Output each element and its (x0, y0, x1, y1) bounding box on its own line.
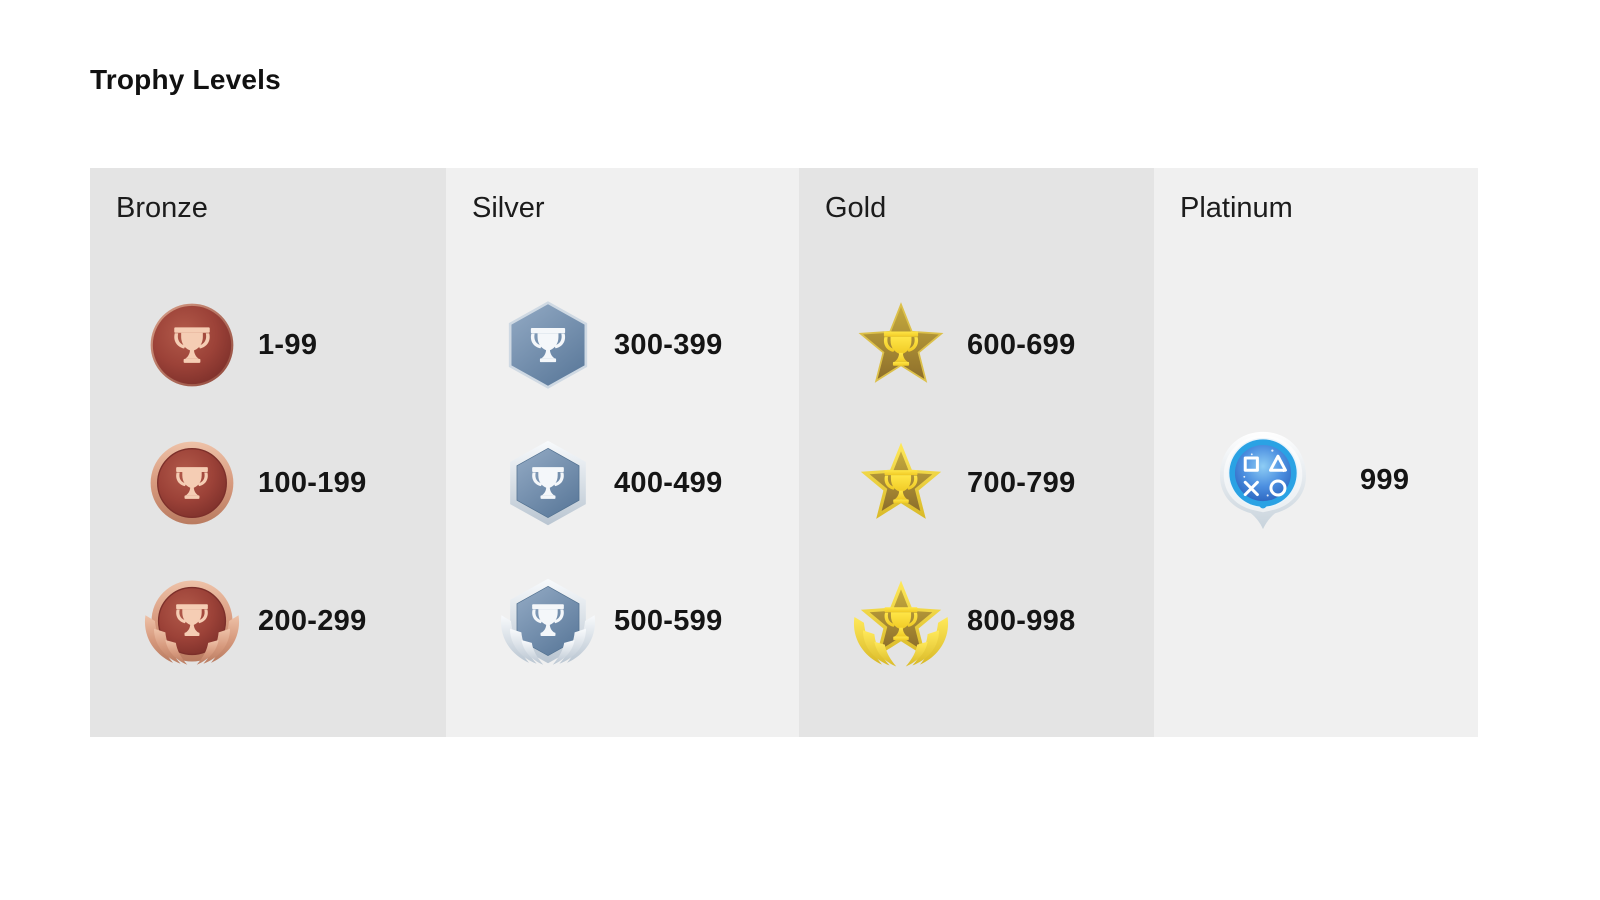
gold-trophy-level-2-icon (860, 442, 942, 519)
trophy-level-row: 500-599 (446, 552, 799, 690)
platinum-trophy-icon (1219, 431, 1307, 529)
playstation-shapes (1243, 454, 1287, 496)
trophy-level-range: 600-699 (967, 328, 1076, 361)
trophy-level-range: 100-199 (258, 466, 367, 499)
column-silver: Silver 300-399 (446, 168, 799, 737)
column-bronze: Bronze 1-99 (90, 168, 446, 737)
ps-triangle-glyph (1268, 454, 1287, 472)
trophy-level-row: 800-998 (799, 552, 1154, 690)
trophy-level-row: 100-199 (90, 414, 446, 552)
ps-square-glyph (1243, 456, 1259, 472)
page-title: Trophy Levels (90, 64, 281, 95)
column-header-bronze: Bronze (116, 192, 208, 224)
trophy-level-row: 300-399 (446, 276, 799, 414)
bronze-trophy-level-3-winged-icon (144, 580, 240, 665)
trophy-levels-panel: Bronze 1-99 (90, 168, 1478, 737)
column-platinum: Platinum (1154, 168, 1478, 737)
silver-trophy-level-3-winged-icon (500, 578, 596, 665)
trophy-level-row: 600-699 (799, 276, 1154, 414)
trophy-level-range: 1-99 (258, 328, 318, 361)
silver-trophy-level-2-icon (510, 440, 586, 526)
column-gold: Gold 600-699 (799, 168, 1154, 737)
trophy-level-row: 400-499 (446, 414, 799, 552)
trophy-level-row: 999 (1154, 411, 1478, 549)
column-header-platinum: Platinum (1180, 192, 1293, 224)
trophy-level-range: 300-399 (614, 328, 723, 361)
trophy-level-range: 500-599 (614, 604, 723, 637)
bronze-trophy-level-1-icon (150, 303, 234, 387)
column-header-silver: Silver (472, 192, 545, 224)
trophy-level-range: 700-799 (967, 466, 1076, 499)
trophy-level-range: 400-499 (614, 466, 723, 499)
silver-trophy-level-1-icon (508, 301, 588, 389)
trophy-level-range: 999 (1360, 463, 1410, 496)
gold-trophy-level-1-icon (859, 303, 943, 382)
trophy-level-range: 200-299 (258, 604, 367, 637)
trophy-level-row: 700-799 (799, 414, 1154, 552)
ps-circle-glyph (1269, 478, 1287, 496)
trophy-level-row: 200-299 (90, 552, 446, 690)
column-header-gold: Gold (825, 192, 887, 224)
ps-cross-glyph (1243, 480, 1259, 496)
gold-trophy-level-3-winged-icon (853, 580, 949, 667)
trophy-level-row: 1-99 (90, 276, 446, 414)
trophy-level-range: 800-998 (967, 604, 1076, 637)
bronze-trophy-level-2-icon (150, 441, 234, 525)
